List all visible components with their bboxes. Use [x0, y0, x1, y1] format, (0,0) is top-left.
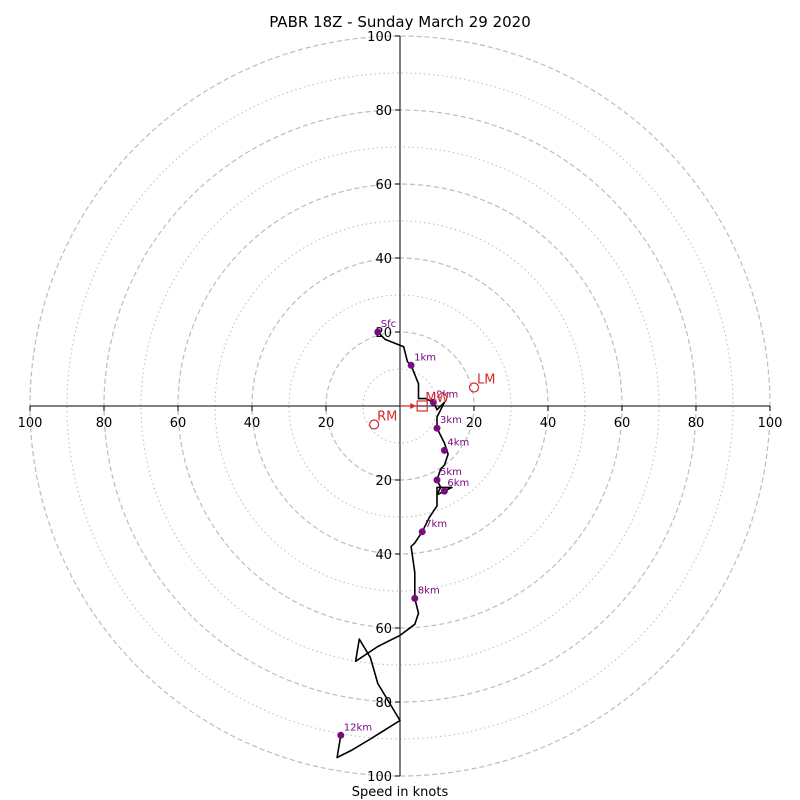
storm-motion-marker	[369, 419, 380, 430]
storm-motion-label: MW	[425, 391, 449, 406]
height-marker-dot	[429, 398, 437, 406]
x-tick-label: 20	[318, 416, 335, 431]
tick-labels: 100 80 60 40 20 20 40 60 80 100100806040202040608…	[18, 30, 783, 785]
x-tick-label: 60	[614, 416, 631, 431]
height-marker-dot	[407, 361, 415, 369]
storm-motion-label: LM	[477, 373, 495, 388]
storm-motion-marker	[416, 400, 428, 412]
height-marker-label: 5km	[440, 467, 462, 478]
y-tick-label: 80	[375, 104, 392, 119]
x-axis-label: Speed in knots	[352, 785, 449, 800]
height-marker-label: 7km	[425, 519, 447, 530]
storm-motion-label: RM	[377, 410, 397, 425]
y-tick-label: 100	[367, 30, 392, 45]
height-marker-label: 2km	[436, 389, 458, 400]
y-tick-label: 60	[375, 178, 392, 193]
height-marker-dot	[411, 594, 419, 602]
height-marker-dot	[418, 528, 426, 536]
height-marker-label: 6km	[447, 478, 469, 489]
x-tick-label: 100	[18, 416, 43, 431]
mean-wind-arrowhead	[410, 403, 417, 409]
height-marker-dot	[440, 446, 448, 454]
x-tick-label: 100	[758, 416, 783, 431]
height-marker-label: Sfc	[381, 319, 396, 330]
height-marker-dot	[433, 476, 441, 484]
height-marker-label: 4km	[447, 437, 469, 448]
x-tick-label: 80	[96, 416, 113, 431]
height-marker-label: 8km	[418, 585, 440, 596]
height-marker-dot	[440, 487, 448, 495]
height-marker-label: 12km	[344, 722, 372, 733]
y-tick-label: 40	[375, 548, 392, 563]
height-marker-dot	[337, 731, 345, 739]
height-marker-dot	[374, 328, 382, 336]
y-tick-label: 40	[375, 252, 392, 267]
storm-motion-marker	[468, 382, 480, 393]
hodograph-trace-group	[336, 331, 453, 759]
x-tick-label: 20	[466, 416, 483, 431]
x-tick-label: 80	[688, 416, 705, 431]
x-tick-label: 40	[244, 416, 261, 431]
chart-title: PABR 18Z - Sunday March 29 2020	[269, 13, 531, 31]
hodograph-trace	[336, 331, 453, 759]
height-marker-label: 1km	[414, 352, 436, 363]
height-marker-label: 3km	[440, 415, 462, 426]
storm-motion-markers: LM RM MW	[369, 373, 495, 430]
x-tick-label: 40	[540, 416, 557, 431]
y-tick-label: 20	[375, 474, 392, 489]
y-tick-label: 60	[375, 622, 392, 637]
x-tick-label: 60	[170, 416, 187, 431]
height-marker-dot	[433, 424, 441, 432]
y-tick-label: 100	[367, 770, 392, 785]
